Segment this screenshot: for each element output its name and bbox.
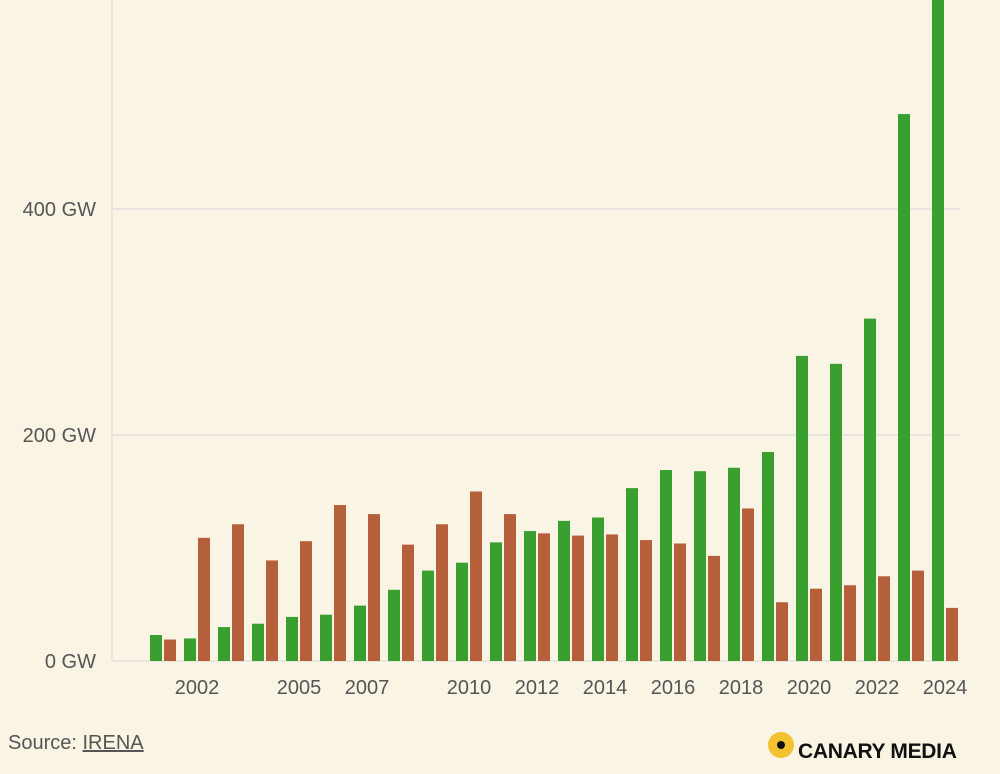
bar-b-2008 [402,544,414,661]
bar-a-2008 [388,589,400,661]
bar-a-2007 [354,605,366,661]
source-label: Source: [8,732,83,754]
bar-a-2001 [150,635,162,661]
bar-a-2011 [490,542,502,661]
bar-a-2024 [932,0,944,661]
bar-a-2004 [252,623,264,661]
source-note: Source: IRENA [8,732,144,755]
bar-b-2005 [300,541,312,661]
bar-b-2018 [742,508,754,661]
bar-b-2003 [232,524,244,661]
bar-a-2003 [218,627,230,661]
bar-a-2014 [592,517,604,661]
canary-media-logo: CANARY MEDIA [768,726,957,764]
source-link[interactable]: IRENA [82,732,144,754]
bar-b-2019 [776,602,788,661]
bar-a-2016 [660,470,672,661]
bar-b-2009 [436,524,448,661]
bar-b-2006 [334,505,346,661]
x-tick-label: 2014 [583,677,628,699]
bar-a-2023 [898,114,910,661]
bar-a-2020 [796,355,808,661]
bar-b-2014 [606,534,618,661]
bar-b-2004 [266,560,278,661]
bar-a-2012 [524,531,536,661]
bar-a-2002 [184,638,196,661]
bar-b-2001 [164,639,176,661]
bar-b-2007 [368,514,380,661]
y-tick-label: 200 GW [23,425,96,447]
x-tick-label: 2005 [277,677,322,699]
y-axis-ticks: 0 GW 200 GW 400 GW [23,199,96,673]
y-tick-label: 0 GW [45,651,96,673]
bar-a-2021 [830,363,842,661]
x-tick-label: 2022 [855,677,900,699]
x-tick-label: 2010 [447,677,492,699]
bar-a-2013 [558,520,570,661]
bar-chart: 0 GW 200 GW 400 GW 2002 2005 2007 2010 2012 201… [23,0,968,699]
bar-b-2024 [946,607,958,661]
bar-a-2019 [762,451,774,661]
x-tick-label: 2018 [719,677,764,699]
bar-b-2017 [708,555,720,661]
x-tick-label: 2016 [651,677,696,699]
canary-dot-icon [768,732,794,758]
bar-b-2022 [878,576,890,661]
x-tick-label: 2002 [175,677,220,699]
bar-b-2021 [844,585,856,661]
bar-a-2009 [422,570,434,661]
x-tick-label: 2020 [787,677,832,699]
bar-b-2010 [470,491,482,661]
bar-a-2006 [320,614,332,661]
y-tick-label: 400 GW [23,199,96,221]
bar-b-2023 [912,570,924,661]
bar-b-2020 [810,588,822,661]
bar-a-2010 [456,562,468,661]
x-tick-label: 2024 [923,677,968,699]
bar-a-2005 [286,616,298,661]
bar-a-2022 [864,318,876,661]
bar-b-2011 [504,514,516,661]
bar-b-2013 [572,535,584,661]
bar-b-2012 [538,533,550,661]
bar-a-2018 [728,467,740,661]
bar-a-2017 [694,471,706,661]
bar-b-2015 [640,540,652,661]
bar-a-2015 [626,488,638,661]
bar-b-2016 [674,543,686,661]
x-tick-label: 2007 [345,677,390,699]
bars [150,0,958,661]
x-axis-ticks: 2002 2005 2007 2010 2012 2014 2016 2018 2020 2022… [175,677,968,699]
logo-text: CANARY MEDIA [798,740,957,763]
bar-b-2002 [198,537,210,661]
x-tick-label: 2012 [515,677,560,699]
